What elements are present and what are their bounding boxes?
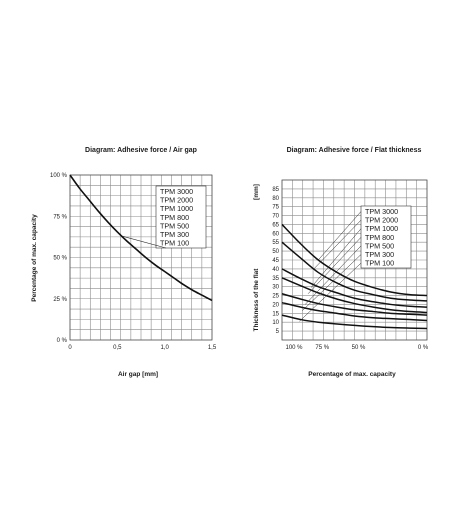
right-y-tick-label: 50 [272, 249, 279, 255]
right-y-axis-label: Thickness of the flat [253, 268, 260, 332]
left-legend-entry: TPM 800 [160, 213, 189, 222]
right-legend-pointer [307, 237, 362, 294]
left-x-tick-label: 0 [68, 345, 72, 351]
right-legend-entry: TPM 3000 [365, 207, 398, 216]
right-x-axis-label: Percentage of max. capacity [308, 371, 396, 378]
right-y-tick-label: 10 [272, 320, 279, 326]
right-x-tick-label: 50 % [352, 345, 366, 351]
right-legend-pointer [313, 219, 362, 270]
right-y-tick-label: 5 [276, 329, 280, 335]
right-y-tick-label: 75 [272, 205, 279, 211]
right-x-tick-label: 0 % [418, 345, 429, 351]
left-x-tick-label: 1,0 [160, 345, 169, 351]
left-y-tick-label: 75 % [53, 214, 67, 220]
right-legend-entry: TPM 300 [365, 250, 394, 259]
right-series-line-tpm-100 [281, 314, 428, 330]
left-legend-pointer [121, 235, 167, 249]
left-chart-title: Diagram: Adhesive force / Air gap [85, 147, 197, 154]
left-y-tick-label: 50 % [53, 256, 67, 262]
left-y-tick-label: 0 % [57, 338, 68, 344]
left-y-axis-label: Percentage of max. capacity [31, 214, 38, 302]
right-series-line-tpm-800 [281, 277, 428, 314]
right-series-line-tpm-3000 [281, 223, 428, 297]
left-legend-entry: TPM 300 [160, 230, 189, 239]
right-legend-entry: TPM 1000 [365, 224, 398, 233]
right-y-tick-label: 85 [272, 187, 279, 193]
right-legend-entry: TPM 800 [365, 233, 394, 242]
right-legend-pointer [302, 254, 362, 311]
right-y-tick-label: 40 [272, 267, 279, 273]
right-y-axis-unit: [mm] [253, 184, 260, 200]
left-legend-box [155, 185, 207, 249]
right-x-tick-label: 100 % [285, 345, 303, 351]
left-y-tick-label: 25 % [53, 297, 67, 303]
right-series-line-tpm-500 [281, 293, 428, 316]
right-y-tick-label: 60 [272, 231, 279, 237]
right-chart-title: Diagram: Adhesive force / Flat thickness [287, 147, 422, 154]
right-series-line-tpm-2000 [281, 241, 428, 302]
right-series-line-tpm-1000 [281, 268, 428, 308]
left-legend-entry: TPM 500 [160, 221, 189, 230]
left-plot-frame [69, 174, 213, 341]
left-x-tick-label: 1,5 [208, 345, 217, 351]
right-legend-entry: TPM 100 [365, 259, 394, 268]
left-legend-entry: TPM 2000 [160, 196, 193, 205]
right-legend-pointer [305, 245, 362, 305]
left-legend-entry: TPM 100 [160, 239, 189, 248]
right-y-tick-label: 15 [272, 311, 279, 317]
right-legend-entry: TPM 2000 [365, 216, 398, 225]
right-legend-pointer [299, 262, 362, 322]
right-y-tick-label: 25 [272, 294, 279, 300]
left-legend-entry: TPM 3000 [160, 187, 193, 196]
right-y-tick-label: 30 [272, 285, 279, 291]
right-series-line-tpm-300 [281, 301, 428, 322]
right-y-tick-label: 55 [272, 240, 279, 246]
right-legend-box [360, 205, 412, 269]
right-legend-pointer [310, 228, 362, 288]
right-y-tick-label: 70 [272, 214, 279, 220]
right-y-tick-label: 45 [272, 258, 279, 264]
right-plot-frame [281, 179, 428, 341]
right-y-tick-label: 35 [272, 276, 279, 282]
left-x-axis-label: Air gap [mm] [118, 371, 158, 378]
right-legend-entry: TPM 500 [365, 241, 394, 250]
right-y-tick-label: 20 [272, 302, 279, 308]
right-legend-pointer [318, 211, 362, 261]
left-y-tick-label: 100 % [50, 173, 68, 179]
right-x-tick-label: 75 % [315, 345, 329, 351]
right-y-tick-label: 65 [272, 222, 279, 228]
left-series-line [69, 174, 213, 302]
left-legend-entry: TPM 1000 [160, 204, 193, 213]
right-y-tick-label: 80 [272, 196, 279, 202]
left-x-tick-label: 0,5 [113, 345, 122, 351]
